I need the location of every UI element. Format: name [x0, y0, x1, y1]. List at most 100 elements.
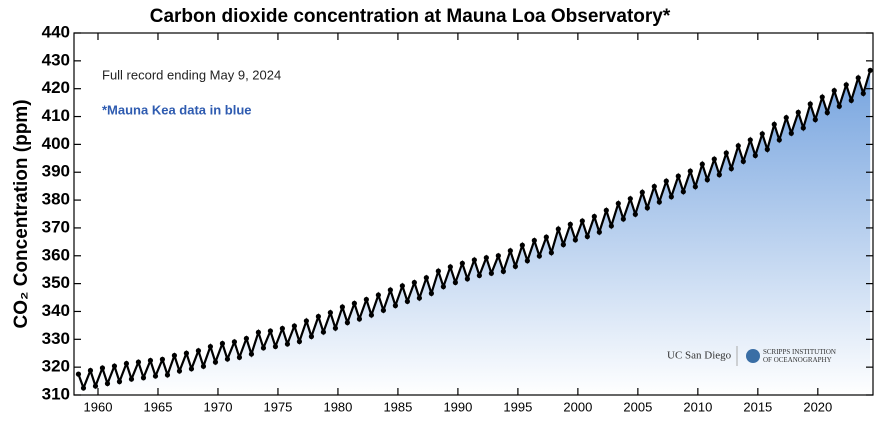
data-point: [812, 117, 818, 123]
data-point: [212, 359, 219, 365]
data-point: [519, 242, 525, 248]
data-point: [807, 101, 813, 107]
plot-frame: [73, 32, 874, 396]
x-tick-label: 2010: [683, 399, 712, 414]
logo-text: SCRIPPS INSTITUTION OF OCEANOGRAPHY: [763, 348, 836, 364]
plot-area: 310 320 330 340 350 360 370 380 390 400 410 420 430 4…: [42, 22, 874, 414]
data-point: [111, 363, 118, 369]
data-point: [603, 207, 609, 213]
data-point: [164, 372, 171, 378]
x-tick-label: 2020: [803, 399, 832, 414]
data-point: [459, 260, 465, 266]
data-point: [464, 276, 470, 282]
x-tick-label: 2005: [623, 399, 652, 414]
x-tick-label: 2000: [563, 399, 592, 414]
area: [78, 70, 871, 396]
data-point: [195, 348, 202, 354]
data-point: [387, 287, 393, 293]
data-point: [747, 137, 753, 143]
x-tick-label: 1990: [443, 399, 472, 414]
data-point: [183, 350, 190, 356]
data-point: [435, 268, 441, 274]
data-point: [488, 270, 494, 276]
data-point: [291, 323, 297, 329]
data-point: [116, 379, 123, 385]
data-point: [843, 82, 849, 88]
data-point: [512, 263, 518, 269]
data-point: [315, 313, 321, 320]
data-point: [447, 264, 453, 270]
data-point: [687, 168, 693, 174]
data-point: [147, 357, 154, 364]
y-tick-label: 350: [42, 273, 70, 292]
data-point: [344, 320, 351, 326]
x-tick-label: 1965: [144, 399, 173, 414]
data-point: [536, 253, 542, 259]
data-point: [332, 325, 339, 331]
data-point: [135, 359, 142, 365]
data-point: [188, 366, 195, 372]
data-point: [759, 131, 765, 137]
data-point: [255, 329, 261, 335]
data-point: [567, 221, 573, 227]
data-point: [675, 173, 681, 179]
y-tick-label: 430: [42, 50, 70, 69]
data-point: [260, 345, 267, 351]
data-point: [80, 385, 87, 391]
data-point: [831, 88, 837, 94]
y-tick-label: 390: [42, 162, 70, 181]
data-point: [543, 234, 549, 240]
data-point: [327, 309, 333, 316]
data-point: [452, 279, 458, 286]
data-point: [303, 318, 309, 324]
data-point: [99, 365, 106, 371]
data-point: [404, 298, 410, 305]
data-point: [591, 213, 597, 220]
data-point: [267, 328, 273, 334]
data-point: [855, 75, 861, 81]
data-point: [279, 325, 285, 332]
data-point: [596, 229, 602, 235]
y-tick-label: 380: [42, 190, 70, 209]
data-point: [219, 340, 226, 347]
data-point: [771, 121, 777, 127]
data-point: [104, 380, 111, 387]
data-point: [440, 284, 446, 290]
data-point: [507, 248, 513, 254]
y-tick-label: 440: [42, 22, 70, 41]
data-point: [699, 161, 705, 167]
data-point: [171, 352, 178, 359]
data-point: [764, 146, 770, 152]
data-point: [663, 178, 669, 184]
x-tick-label: 2015: [743, 399, 772, 414]
data-point: [128, 376, 135, 382]
data-point: [207, 343, 214, 350]
data-point: [524, 258, 530, 264]
data-point: [704, 177, 710, 183]
data-point: [627, 196, 633, 202]
data-point: [200, 363, 207, 369]
data-point: [248, 351, 255, 357]
data-point: [728, 166, 734, 172]
data-point: [159, 356, 166, 362]
data-point: [608, 223, 614, 229]
data-point: [584, 233, 590, 240]
data-point: [824, 110, 830, 116]
data-point: [819, 94, 825, 100]
data-point: [363, 296, 369, 303]
data-point: [716, 172, 722, 178]
data-point: [555, 226, 561, 232]
x-tick-label: 1960: [84, 399, 113, 414]
data-point: [711, 156, 717, 162]
logo-box: SCRIPPS INSTITUTION OF OCEANOGRAPHY: [763, 348, 836, 364]
data-point: [272, 343, 279, 350]
data-point: [651, 183, 657, 190]
data-point: [483, 255, 489, 261]
data-point: [632, 211, 638, 217]
data-point: [735, 143, 741, 149]
data-point: [615, 200, 621, 207]
data-point: [296, 338, 303, 345]
data-point: [368, 312, 375, 318]
data-point: [656, 199, 662, 205]
